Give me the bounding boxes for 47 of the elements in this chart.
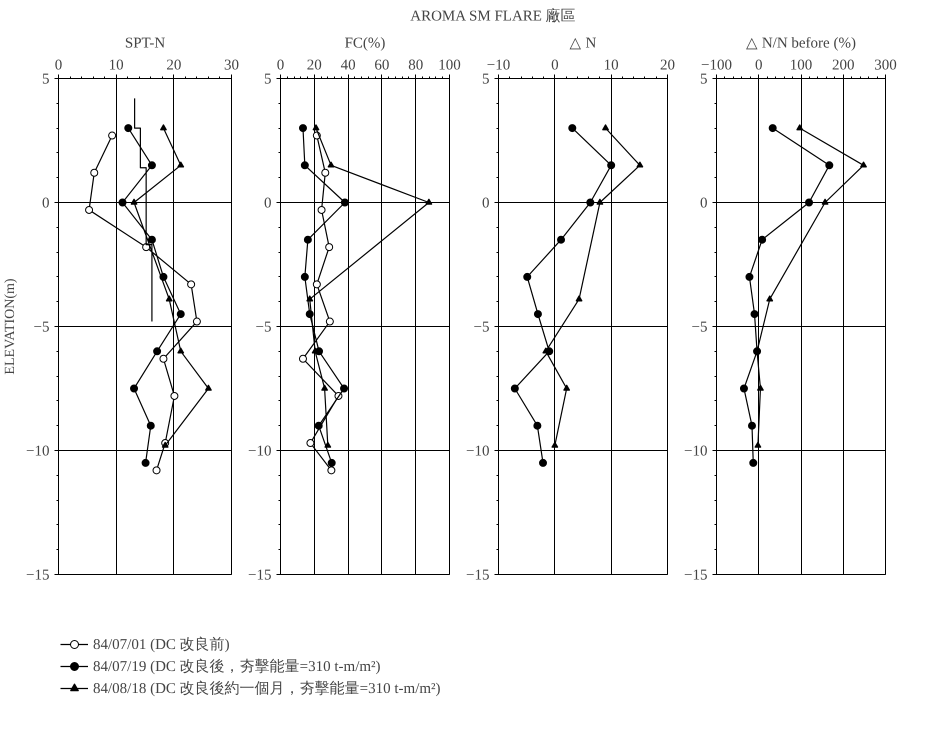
y-axis-title: ELEVATION(m) <box>3 278 18 375</box>
x-tick-label: 20 <box>166 58 182 74</box>
y-tick-label: −10 <box>466 444 490 460</box>
x-tick-label: −100 <box>701 58 732 74</box>
y-tick-label: −5 <box>474 320 490 336</box>
y-tick-label: 0 <box>700 196 708 212</box>
x-tick-label: 0 <box>276 58 284 74</box>
legend-label: 84/07/01 (DC 改良前) <box>93 636 230 654</box>
x-tick-label: 10 <box>108 58 124 74</box>
x-tick-label: 200 <box>832 58 854 74</box>
y-tick-label: 5 <box>700 72 708 88</box>
y-tick-label: −10 <box>684 444 708 460</box>
y-tick-label: 0 <box>482 196 490 212</box>
x-tick-label: 20 <box>660 58 675 74</box>
x-tick-label: 100 <box>438 58 461 74</box>
chart-title: SPT-N <box>124 36 166 52</box>
legend-label: 84/07/19 (DC 改良後，夯擊能量=310 t-m/m²) <box>93 658 381 676</box>
y-tick-label: 5 <box>482 72 490 88</box>
y-tick-label: −5 <box>34 320 50 336</box>
x-tick-label: 0 <box>755 58 762 74</box>
y-tick-label: −10 <box>248 444 272 460</box>
y-tick-label: 5 <box>264 72 272 88</box>
x-tick-label: 300 <box>874 58 897 74</box>
chart-title: △ N/N before (%) <box>746 36 856 52</box>
y-tick-label: −15 <box>684 568 708 584</box>
x-tick-label: 30 <box>224 58 239 74</box>
y-tick-label: 5 <box>42 72 50 88</box>
text: AROMA SM FLARE 廠區 <box>410 7 576 24</box>
y-tick-label: 0 <box>264 196 272 212</box>
y-tick-label: −5 <box>692 320 708 336</box>
x-tick-label: 80 <box>408 58 424 74</box>
legend-label: 84/08/18 (DC 改良後約一個月，夯擊能量=310 t-m/m²) <box>93 680 441 698</box>
y-tick-label: −15 <box>466 568 490 584</box>
x-tick-label: 40 <box>340 58 356 74</box>
x-tick-label: 20 <box>306 58 322 74</box>
x-tick-label: 60 <box>374 58 390 74</box>
x-tick-label: 10 <box>604 58 619 74</box>
y-tick-label: −15 <box>26 568 50 584</box>
x-tick-label: 0 <box>551 58 559 74</box>
y-tick-label: −15 <box>248 568 272 584</box>
y-tick-label: 0 <box>42 196 50 212</box>
x-tick-label: 100 <box>790 58 812 74</box>
y-tick-label: −10 <box>26 444 50 460</box>
chart-title: △ N <box>570 36 596 52</box>
x-tick-label: 0 <box>54 58 62 74</box>
y-tick-label: −5 <box>256 320 272 336</box>
chart-title: FC(%) <box>344 36 386 52</box>
